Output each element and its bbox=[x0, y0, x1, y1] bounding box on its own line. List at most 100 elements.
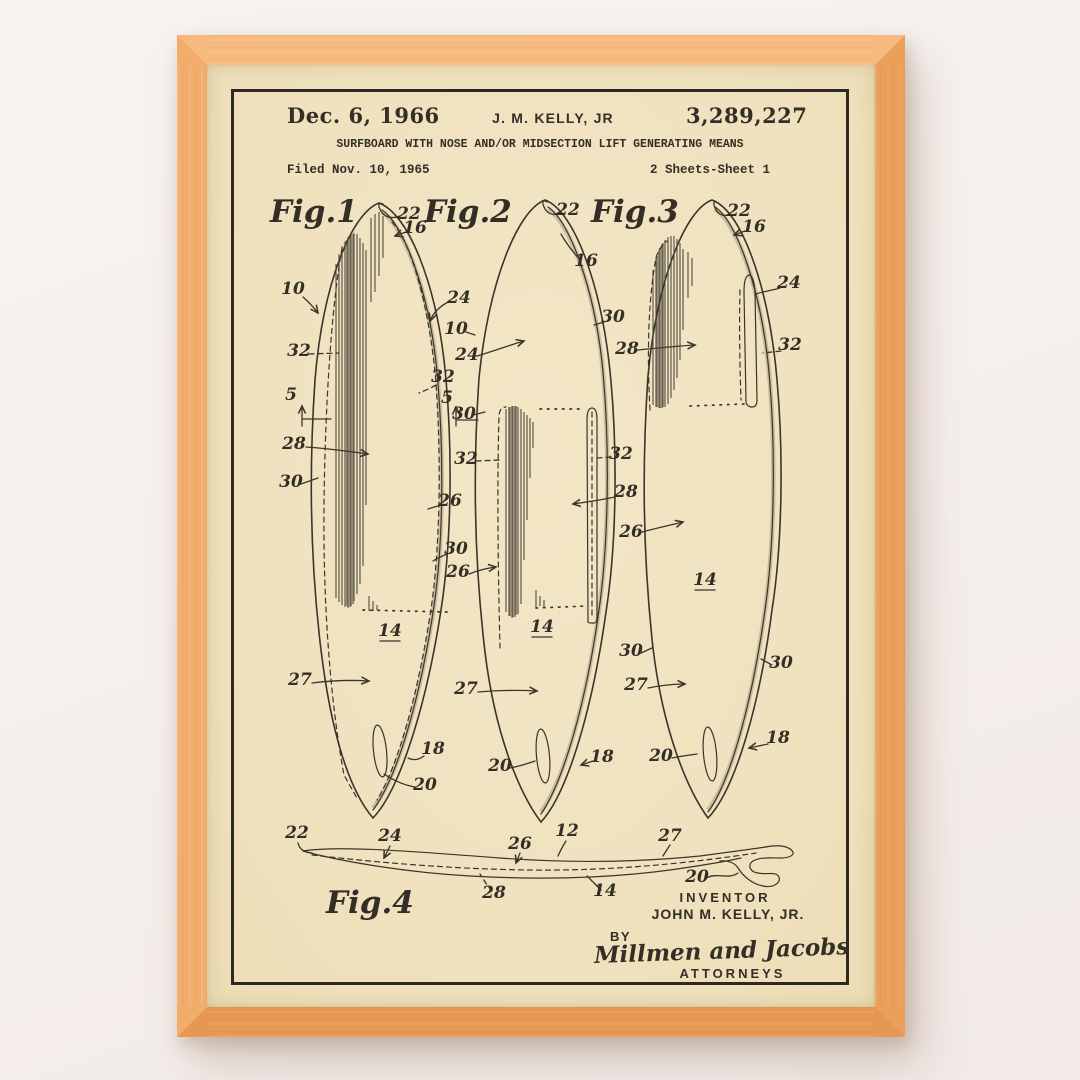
patent-number: 3,289,227 bbox=[686, 103, 808, 128]
fig3-dotted-line bbox=[689, 403, 745, 407]
callout: 24 bbox=[776, 273, 801, 293]
fig3-panel-right-dashed bbox=[738, 289, 742, 401]
callout: 22 bbox=[396, 204, 421, 224]
callout: 26 bbox=[445, 562, 470, 582]
fig3-panel-right-edge bbox=[743, 274, 758, 408]
callout: 22 bbox=[555, 200, 580, 220]
callout: 20 bbox=[684, 867, 709, 887]
callout: 5 bbox=[285, 385, 297, 405]
callout: 30 bbox=[601, 307, 625, 327]
fig2-dotted-bottom bbox=[535, 605, 589, 609]
callout: 27 bbox=[623, 675, 648, 695]
callout: 28 bbox=[481, 883, 506, 903]
callout: 28 bbox=[281, 434, 306, 454]
fig4-top-edge bbox=[302, 845, 794, 888]
callout: 16 bbox=[403, 218, 427, 238]
fig3-callout-numbers: 22 16 24 32 14 30 30 27 20 18 bbox=[619, 201, 802, 766]
callout: 30 bbox=[444, 539, 468, 559]
attorneys-label: ATTORNEYS bbox=[679, 966, 786, 981]
fig1-callout-numbers: 22 16 10 24 32 5 28 30 32 26 30 26 14 27… bbox=[279, 204, 471, 795]
patent-filed-date: Filed Nov. 10, 1965 bbox=[287, 163, 430, 177]
fig1-hatching bbox=[335, 212, 384, 611]
fig4-callout-numbers: 22 24 26 12 27 20 28 14 bbox=[284, 821, 709, 903]
fig4-surfboard-side-view bbox=[302, 845, 794, 888]
callout: 5 bbox=[441, 388, 453, 408]
fig1-rail-shading bbox=[371, 210, 444, 810]
fig2-board-outline bbox=[474, 199, 616, 824]
fig1-fin bbox=[372, 724, 388, 778]
fig1-inner-contour bbox=[372, 209, 443, 811]
fig2-surfboard-top-view bbox=[474, 199, 616, 824]
fig2-fin bbox=[535, 728, 551, 784]
callout: 32 bbox=[609, 444, 633, 464]
callout: 18 bbox=[590, 747, 614, 767]
fig4-label: Fig.4 bbox=[325, 885, 414, 921]
callout: 27 bbox=[287, 670, 312, 690]
fig2-label: Fig.2 bbox=[423, 194, 512, 230]
patent-date: Dec. 6, 1966 bbox=[287, 103, 440, 128]
callout: 18 bbox=[766, 728, 790, 748]
patent-border-line bbox=[231, 89, 849, 985]
callout: 14 bbox=[693, 570, 717, 590]
callout: 27 bbox=[657, 826, 682, 846]
callout: 26 bbox=[437, 491, 462, 511]
fig1-right-dashed-line bbox=[376, 221, 440, 801]
fig3-inner-contour bbox=[707, 206, 774, 813]
callout: 32 bbox=[431, 367, 455, 387]
callout: 24 bbox=[454, 345, 479, 365]
fig2-hatching-dense bbox=[508, 406, 518, 617]
fig3-label: Fig.3 bbox=[590, 194, 679, 230]
callout: 26 bbox=[618, 522, 643, 542]
callout: 20 bbox=[412, 775, 437, 795]
fig3-fin bbox=[702, 726, 718, 782]
callout: 10 bbox=[281, 279, 305, 299]
fig1-hatching-dense bbox=[345, 234, 355, 607]
fig3-board-outline bbox=[643, 199, 782, 820]
callout: 30 bbox=[452, 404, 476, 424]
fig4-bottom-edge bbox=[302, 850, 742, 879]
by-label: BY bbox=[610, 929, 632, 944]
callout: 16 bbox=[742, 217, 766, 237]
callout: 32 bbox=[287, 341, 311, 361]
fig4-leader-lines bbox=[297, 840, 739, 892]
patent-title: SURFBOARD WITH NOSE AND/OR MIDSECTION LI… bbox=[336, 138, 744, 151]
fig3-hatching bbox=[652, 236, 693, 408]
callout: 14 bbox=[378, 621, 402, 641]
fig4-dashed-centerline bbox=[311, 852, 757, 871]
callout: 14 bbox=[530, 617, 554, 637]
callout: 32 bbox=[778, 335, 802, 355]
fig2-panel-right-edge bbox=[586, 407, 598, 624]
callout: 10 bbox=[444, 319, 468, 339]
fig3-hatching-dense bbox=[655, 243, 665, 408]
callout: 20 bbox=[648, 746, 673, 766]
callout: 20 bbox=[487, 756, 512, 776]
fig2-callout-numbers: 22 16 10 24 5 30 32 30 28 32 28 26 14 27… bbox=[441, 200, 643, 776]
callout: 18 bbox=[421, 739, 445, 759]
fig2-hatching bbox=[505, 406, 545, 618]
fig3-left-dashed-line bbox=[647, 240, 668, 411]
callout: 14 bbox=[593, 881, 617, 901]
callout: 22 bbox=[726, 201, 751, 221]
callout: 16 bbox=[574, 251, 598, 271]
fig1-surfboard-top-view bbox=[310, 202, 451, 820]
callout: 26 bbox=[507, 834, 532, 854]
callout: 12 bbox=[555, 821, 579, 841]
patent-sheet-info: 2 Sheets-Sheet 1 bbox=[650, 163, 771, 177]
fig2-inner-contour bbox=[540, 206, 608, 815]
inventor-name: JOHN M. KELLY, JR. bbox=[651, 906, 805, 922]
callout: 32 bbox=[454, 449, 478, 469]
callout: 28 bbox=[613, 482, 638, 502]
fig3-rail-shading bbox=[706, 207, 776, 812]
callout: 27 bbox=[453, 679, 478, 699]
inventor-label: INVENTOR bbox=[679, 890, 771, 905]
fig1-label: Fig.1 bbox=[269, 194, 358, 230]
callout: 24 bbox=[377, 826, 402, 846]
fig3-leader-lines bbox=[640, 201, 782, 759]
callout: 24 bbox=[446, 288, 471, 308]
callout: 30 bbox=[619, 641, 643, 661]
callout: 22 bbox=[284, 823, 309, 843]
fig1-board-outline bbox=[310, 202, 451, 820]
callout: 28 bbox=[614, 339, 639, 359]
